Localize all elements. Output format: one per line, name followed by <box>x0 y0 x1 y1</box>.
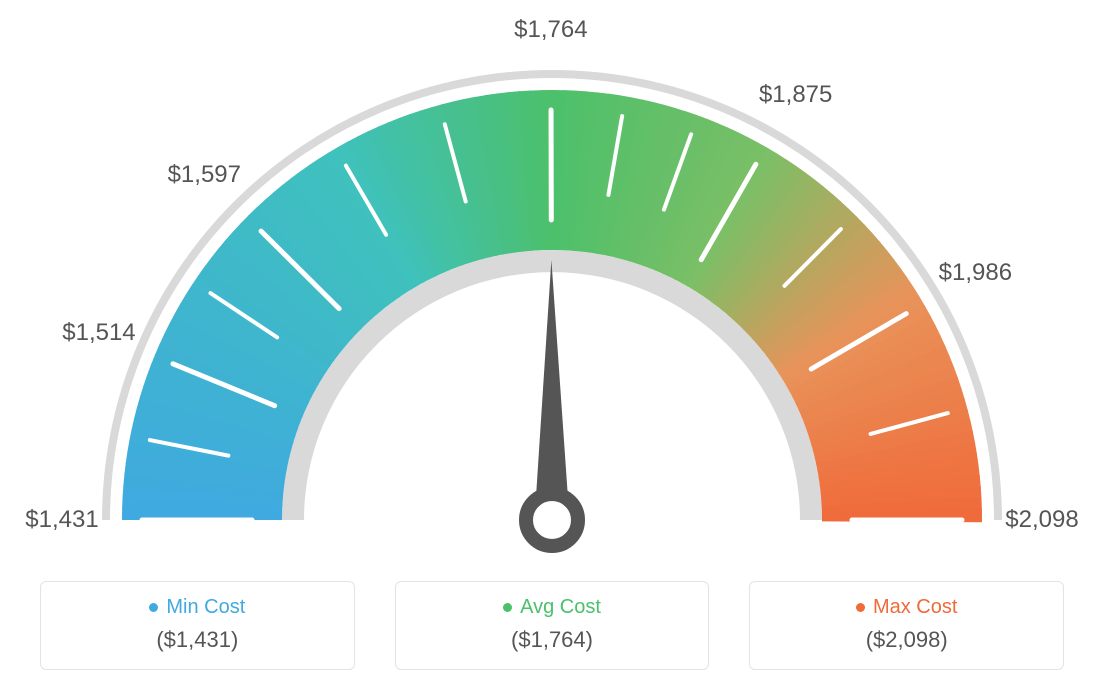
gauge-tick-label: $1,986 <box>939 259 1012 287</box>
legend-max-title: Max Cost <box>856 596 957 619</box>
legend-max-value: ($2,098) <box>760 627 1053 653</box>
legend-avg: Avg Cost ($1,764) <box>395 581 710 670</box>
dot-icon <box>149 603 158 612</box>
legend-max-label: Max Cost <box>873 596 957 619</box>
gauge-tick-label: $1,764 <box>514 16 587 44</box>
legend-avg-value: ($1,764) <box>406 627 699 653</box>
legend-row: Min Cost ($1,431) Avg Cost ($1,764) Max … <box>0 581 1104 670</box>
gauge-area: $1,431 $1,514 $1,597 $1,764 $1,875 $1,986 $2,0… <box>0 0 1104 560</box>
legend-avg-label: Avg Cost <box>520 596 601 619</box>
gauge-hub <box>526 494 578 546</box>
gauge-needle <box>534 260 569 523</box>
legend-min-label: Min Cost <box>166 596 245 619</box>
legend-min-value: ($1,431) <box>51 627 344 653</box>
dot-icon <box>503 603 512 612</box>
gauge-tick-label: $1,514 <box>62 319 135 347</box>
legend-min-title: Min Cost <box>149 596 245 619</box>
gauge-tick-label: $1,875 <box>759 81 832 109</box>
gauge-tick-label: $1,597 <box>168 161 241 189</box>
gauge-tick-label: $1,431 <box>25 506 98 534</box>
cost-gauge-chart: $1,431 $1,514 $1,597 $1,764 $1,875 $1,986 $2,0… <box>0 0 1104 690</box>
dot-icon <box>856 603 865 612</box>
gauge-tick-label: $2,098 <box>1005 506 1078 534</box>
legend-avg-title: Avg Cost <box>503 596 601 619</box>
legend-min: Min Cost ($1,431) <box>40 581 355 670</box>
legend-max: Max Cost ($2,098) <box>749 581 1064 670</box>
